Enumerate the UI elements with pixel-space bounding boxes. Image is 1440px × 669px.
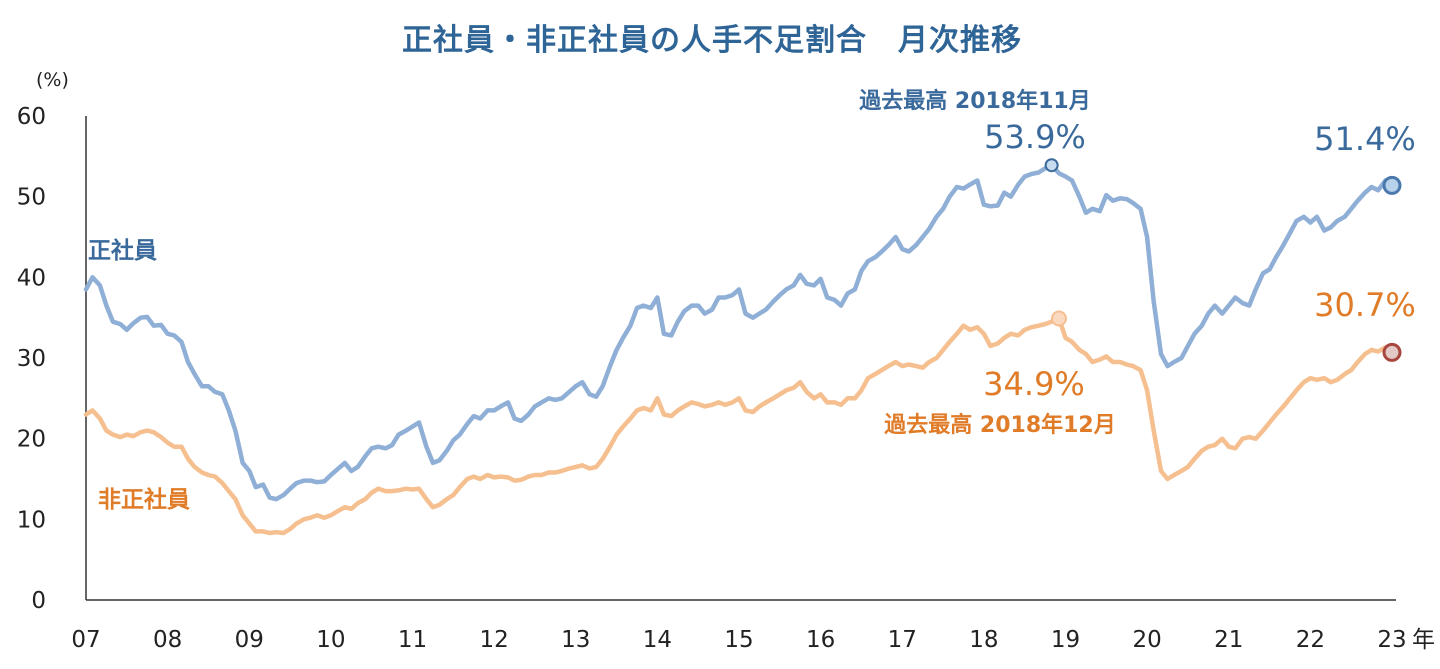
regular-peak-note: 過去最高 2018年11月 <box>859 88 1091 114</box>
x-tick-label: 10 <box>316 627 345 653</box>
y-tick-label: 20 <box>17 427 46 453</box>
x-tick-label: 19 <box>1051 627 1080 653</box>
chart-title: 正社員・非正社員の人手不足割合 月次推移 <box>402 23 1022 58</box>
x-tick-label: 11 <box>398 627 427 653</box>
nonregular-peak-note: 過去最高 2018年12月 <box>884 412 1116 438</box>
series-line-nonregular <box>83 316 1395 536</box>
y-tick-label: 30 <box>17 346 46 372</box>
y-tick-label: 50 <box>17 185 46 211</box>
x-tick-label: 20 <box>1132 627 1161 653</box>
regular-latest-value: 51.4% <box>1314 120 1416 158</box>
x-tick-label: 18 <box>969 627 998 653</box>
nonregular-latest-marker <box>1382 342 1402 362</box>
x-axis-ticks: 07 08 09 10 11 12 13 14 15 16 17 18 19 20 21 22 23 年 <box>71 627 1435 653</box>
x-tick-label: 07 <box>71 627 100 653</box>
nonregular-series-label: 非正社員 <box>98 486 190 513</box>
x-tick-label: 16 <box>806 627 835 653</box>
x-tick-label: 09 <box>235 627 264 653</box>
nonregular-latest-value: 30.7% <box>1314 286 1416 324</box>
x-tick-label: 22 <box>1296 627 1325 653</box>
regular-peak-marker <box>1044 158 1059 173</box>
regular-series-label: 正社員 <box>88 237 157 264</box>
x-tick-label: 17 <box>888 627 917 653</box>
x-tick-label: 23 <box>1377 627 1406 653</box>
regular-peak-value: 53.9% <box>984 118 1086 156</box>
x-tick-label: 14 <box>643 627 672 653</box>
y-tick-label: 60 <box>17 104 46 130</box>
y-tick-label: 0 <box>31 588 46 614</box>
regular-latest-marker <box>1382 175 1402 195</box>
x-tick-label: 13 <box>561 627 590 653</box>
x-tick-label: 08 <box>153 627 182 653</box>
y-tick-label: 40 <box>17 265 46 291</box>
x-tick-label: 21 <box>1214 627 1243 653</box>
y-axis-ticks: 0 10 20 30 40 50 60 <box>17 104 46 614</box>
nonregular-peak-marker <box>1050 310 1067 327</box>
x-axis-suffix: 年 <box>1412 627 1435 653</box>
nonregular-peak-value: 34.9% <box>983 365 1085 403</box>
x-tick-label: 15 <box>724 627 753 653</box>
x-tick-label: 12 <box>479 627 508 653</box>
series-line-regular <box>83 162 1395 502</box>
y-unit-label: (%) <box>36 69 69 91</box>
y-tick-label: 10 <box>17 507 46 533</box>
